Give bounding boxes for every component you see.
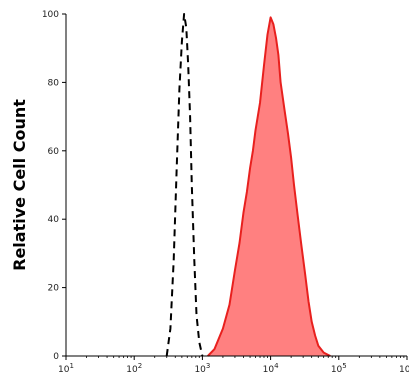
y-tick-label: 100 bbox=[42, 10, 59, 20]
x-tick-label: 101 bbox=[58, 362, 74, 375]
series-0-line bbox=[165, 13, 204, 357]
y-axis: 0 20 40 60 80 100 bbox=[42, 10, 67, 362]
plot-area bbox=[165, 13, 331, 357]
series-1-area bbox=[207, 17, 331, 357]
y-tick-label: 0 bbox=[53, 352, 59, 362]
x-tick-label: 105 bbox=[331, 362, 347, 375]
x-tick-label: 104 bbox=[263, 362, 279, 375]
series-1-line bbox=[207, 16, 331, 357]
y-tick-label: 60 bbox=[48, 147, 60, 157]
x-axis: 101 102 103 104 105 106 bbox=[58, 355, 409, 375]
x-tick-label: 106 bbox=[399, 362, 409, 375]
x-tick-label: 103 bbox=[194, 362, 210, 375]
y-axis-label: Relative Cell Count bbox=[10, 99, 29, 271]
y-tick-label: 20 bbox=[48, 284, 60, 294]
y-tick-label: 40 bbox=[48, 215, 60, 225]
x-tick-label: 102 bbox=[126, 362, 142, 375]
y-tick-label: 80 bbox=[48, 78, 60, 88]
